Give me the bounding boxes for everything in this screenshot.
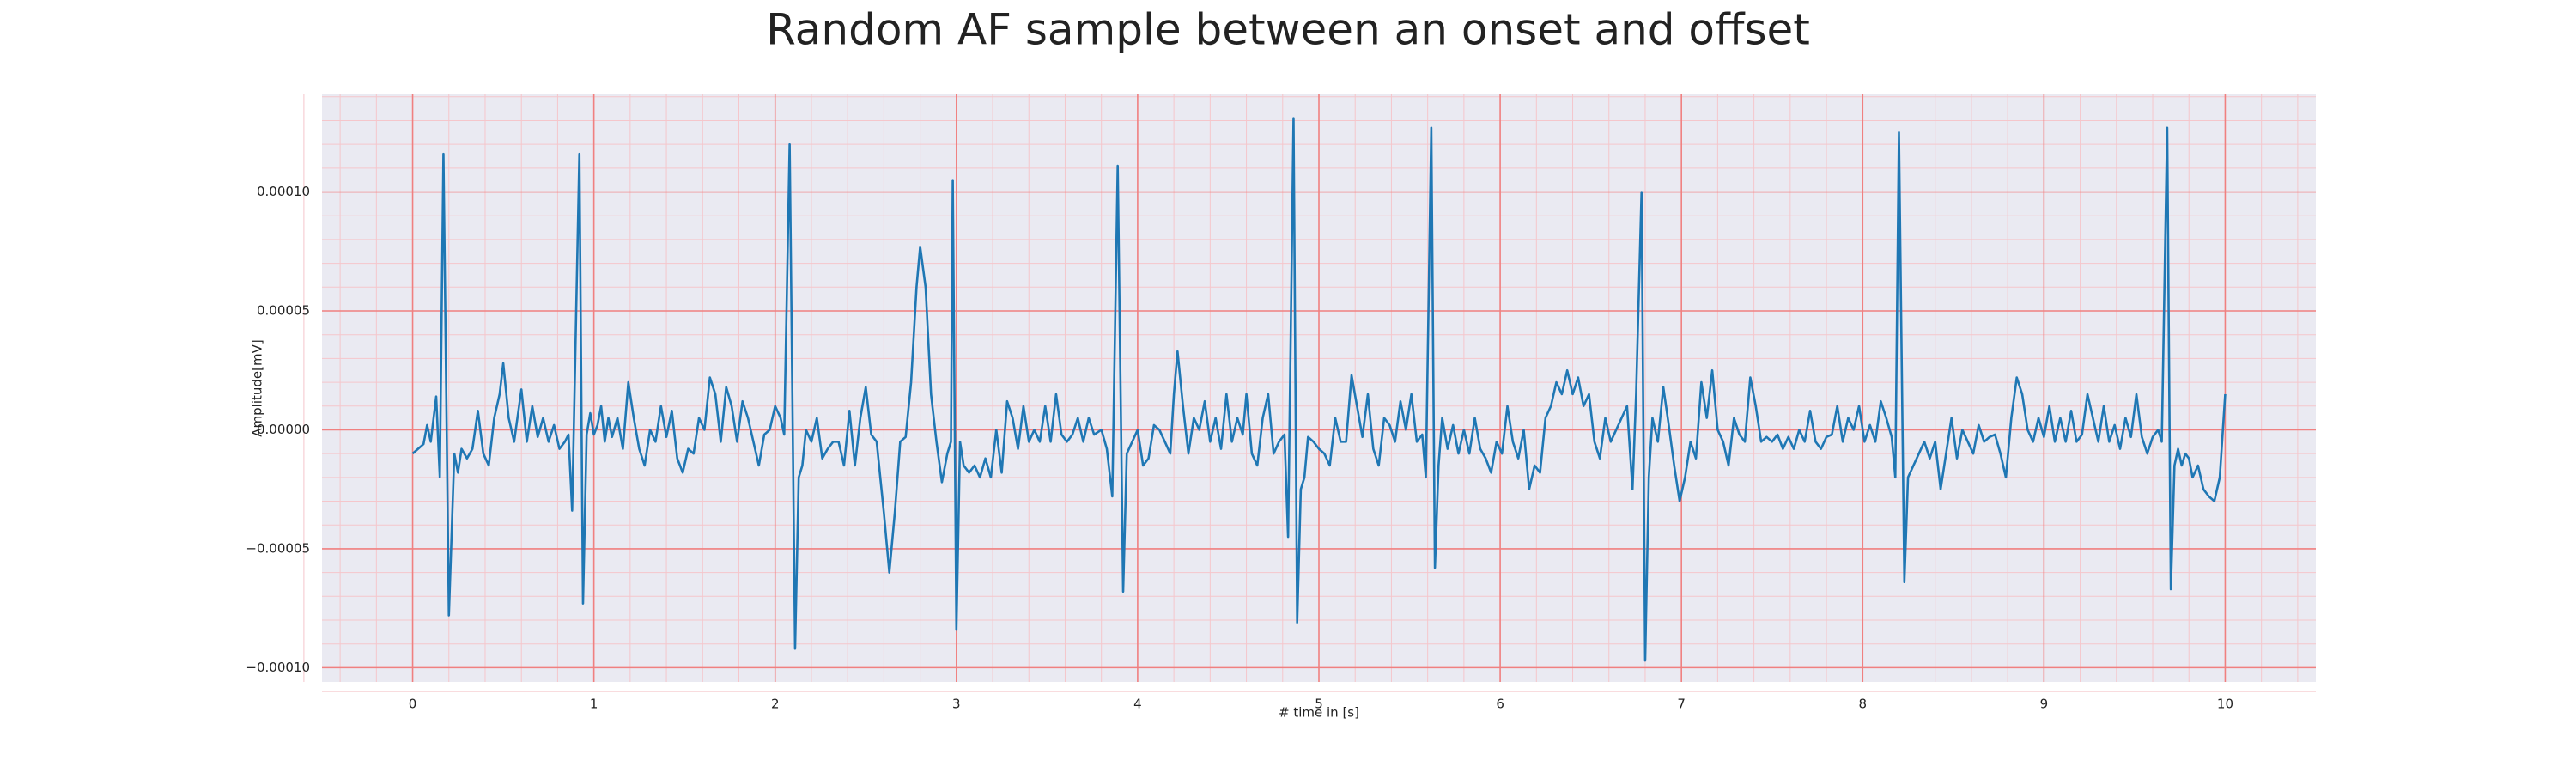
x-tick-label: 1 [590,697,598,712]
x-tick-label: 6 [1496,697,1504,712]
x-tick-label: 10 [2217,697,2233,712]
x-tick-label: 5 [1315,697,1323,712]
chart-title: Random AF sample between an onset and of… [766,5,1810,55]
y-tick-label: 0.00010 [257,184,310,199]
x-tick-label: 3 [952,697,961,712]
x-tick-label: 0 [409,697,417,712]
x-tick-label: 2 [771,697,780,712]
y-tick-label: 0.00000 [257,422,310,437]
x-tick-label: 8 [1858,697,1867,712]
x-tick-label: 7 [1677,697,1686,712]
x-tick-label: 4 [1133,697,1142,712]
y-tick-label: 0.00005 [257,303,310,319]
y-tick-label: −0.00005 [246,540,310,556]
signal-line [411,117,2227,662]
x-axis-label: # time in [s] [1279,705,1359,721]
y-axis-label: Amplitude[mV] [250,339,265,436]
major-grid [322,94,2316,682]
x-tick-label: 9 [2040,697,2049,712]
y-tick-label: −0.00010 [246,660,310,675]
plot-lines [411,117,2227,662]
